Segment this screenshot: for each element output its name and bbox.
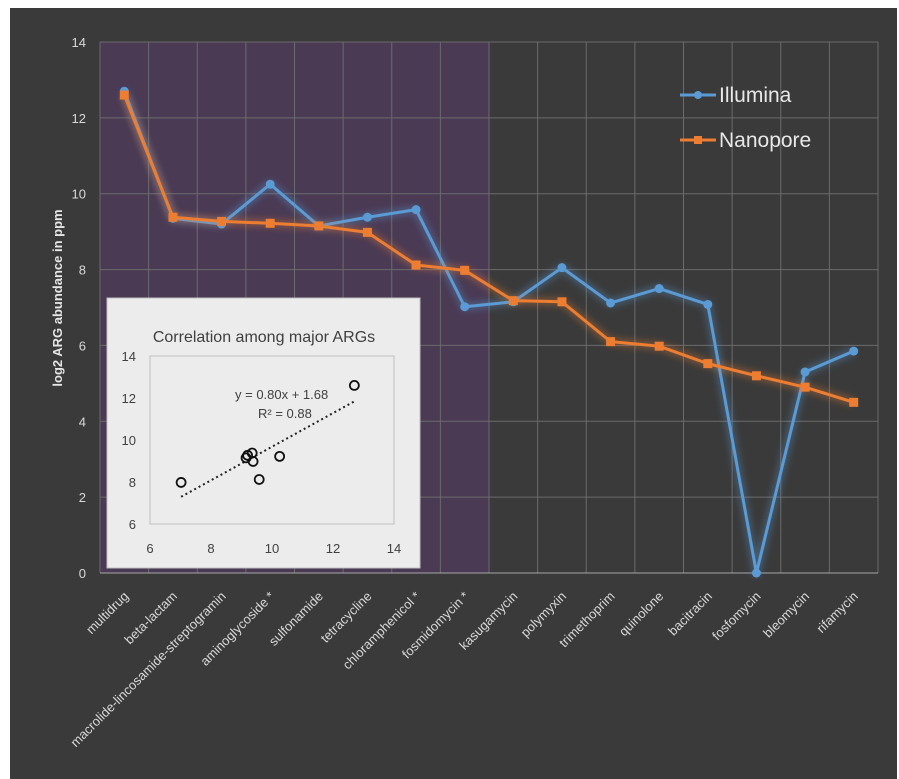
inset-x-tick-label: 8 xyxy=(207,541,214,556)
y-axis-label: log2 ARG abundance in ppm xyxy=(50,209,65,386)
series-illumina-point xyxy=(411,205,421,215)
series-illumina-point xyxy=(362,212,372,222)
series-illumina-point xyxy=(654,284,664,294)
legend-item-nanopore: Nanopore xyxy=(680,129,811,152)
inset-point xyxy=(348,379,360,391)
series-nanopore-point xyxy=(508,296,518,306)
series-nanopore-point xyxy=(217,216,227,226)
inset-y-ticks: 6 8 10 12 14 xyxy=(122,349,136,532)
y-tick-label: 2 xyxy=(79,490,86,505)
series-nanopore-point xyxy=(265,218,275,228)
inset-point xyxy=(175,477,187,488)
series-nanopore-point xyxy=(314,221,324,231)
series-nanopore-point xyxy=(557,297,567,307)
legend: Illumina Nanopore xyxy=(680,84,811,152)
inset-title: Correlation among major ARGs xyxy=(153,329,375,346)
inset-y-tick-label: 8 xyxy=(129,475,136,490)
series-illumina-point xyxy=(557,263,567,273)
inset-y-tick-label: 12 xyxy=(122,391,136,406)
y-axis-ticks: 0 2 4 6 8 10 12 14 xyxy=(72,35,86,581)
series-nanopore-line xyxy=(122,94,855,404)
y-tick-label: 10 xyxy=(72,187,86,202)
inset-point xyxy=(247,456,259,467)
y-tick-label: 6 xyxy=(79,338,86,353)
inset-x-tick-label: 12 xyxy=(326,541,340,556)
series-nanopore-point xyxy=(800,382,810,392)
inset-points xyxy=(175,379,360,488)
y-tick-label: 8 xyxy=(79,263,86,278)
inset-x-ticks: 6 8 10 12 14 xyxy=(146,541,401,556)
series-nanopore-point xyxy=(606,337,616,347)
inset-background xyxy=(106,297,421,569)
inset-chart: Correlation among major ARGs 6 8 10 12 14 6 8… xyxy=(106,297,421,569)
series-illumina-point xyxy=(606,298,616,308)
legend-nanopore-marker xyxy=(694,136,702,144)
inset-point xyxy=(253,474,265,485)
series-illumina-line xyxy=(122,90,855,575)
y-tick-label: 14 xyxy=(72,35,86,50)
legend-item-illumina: Illumina xyxy=(680,84,792,107)
legend-illumina-label: Illumina xyxy=(719,84,792,107)
inset-plot-area xyxy=(149,355,395,525)
series-illumina-point xyxy=(703,299,713,309)
inset-y-tick-label: 10 xyxy=(122,433,136,448)
series-nanopore-point xyxy=(654,341,664,351)
series-illumina-point xyxy=(265,179,275,189)
inset-point xyxy=(274,450,286,462)
series-illumina-point xyxy=(800,367,810,377)
series-nanopore-point xyxy=(168,212,178,222)
legend-nanopore-label: Nanopore xyxy=(719,129,811,152)
inset-x-tick-label: 14 xyxy=(387,541,401,556)
y-tick-label: 4 xyxy=(79,414,86,429)
inset-x-tick-label: 10 xyxy=(265,541,279,556)
legend-illumina-marker xyxy=(694,91,702,99)
series-nanopore-point xyxy=(751,371,761,381)
series-illumina-point xyxy=(849,346,859,356)
series-layer xyxy=(119,86,859,578)
y-tick-label: 0 xyxy=(79,566,86,581)
series-nanopore-point xyxy=(411,260,421,270)
inset-y-tick-label: 6 xyxy=(129,517,136,532)
inset-equation: y = 0.80x + 1.68 xyxy=(235,387,328,402)
series-nanopore-point xyxy=(362,227,372,237)
series-nanopore-point xyxy=(460,265,470,275)
y-tick-label: 12 xyxy=(72,111,86,126)
inset-y-tick-label: 14 xyxy=(122,349,136,364)
series-nanopore-point xyxy=(849,397,859,407)
series-nanopore-point xyxy=(119,90,129,100)
series-illumina-point xyxy=(751,568,761,578)
inset-x-tick-label: 6 xyxy=(146,541,153,556)
series-nanopore-point xyxy=(703,359,713,369)
inset-r-squared: R² = 0.88 xyxy=(258,406,312,421)
series-illumina-point xyxy=(460,302,470,312)
